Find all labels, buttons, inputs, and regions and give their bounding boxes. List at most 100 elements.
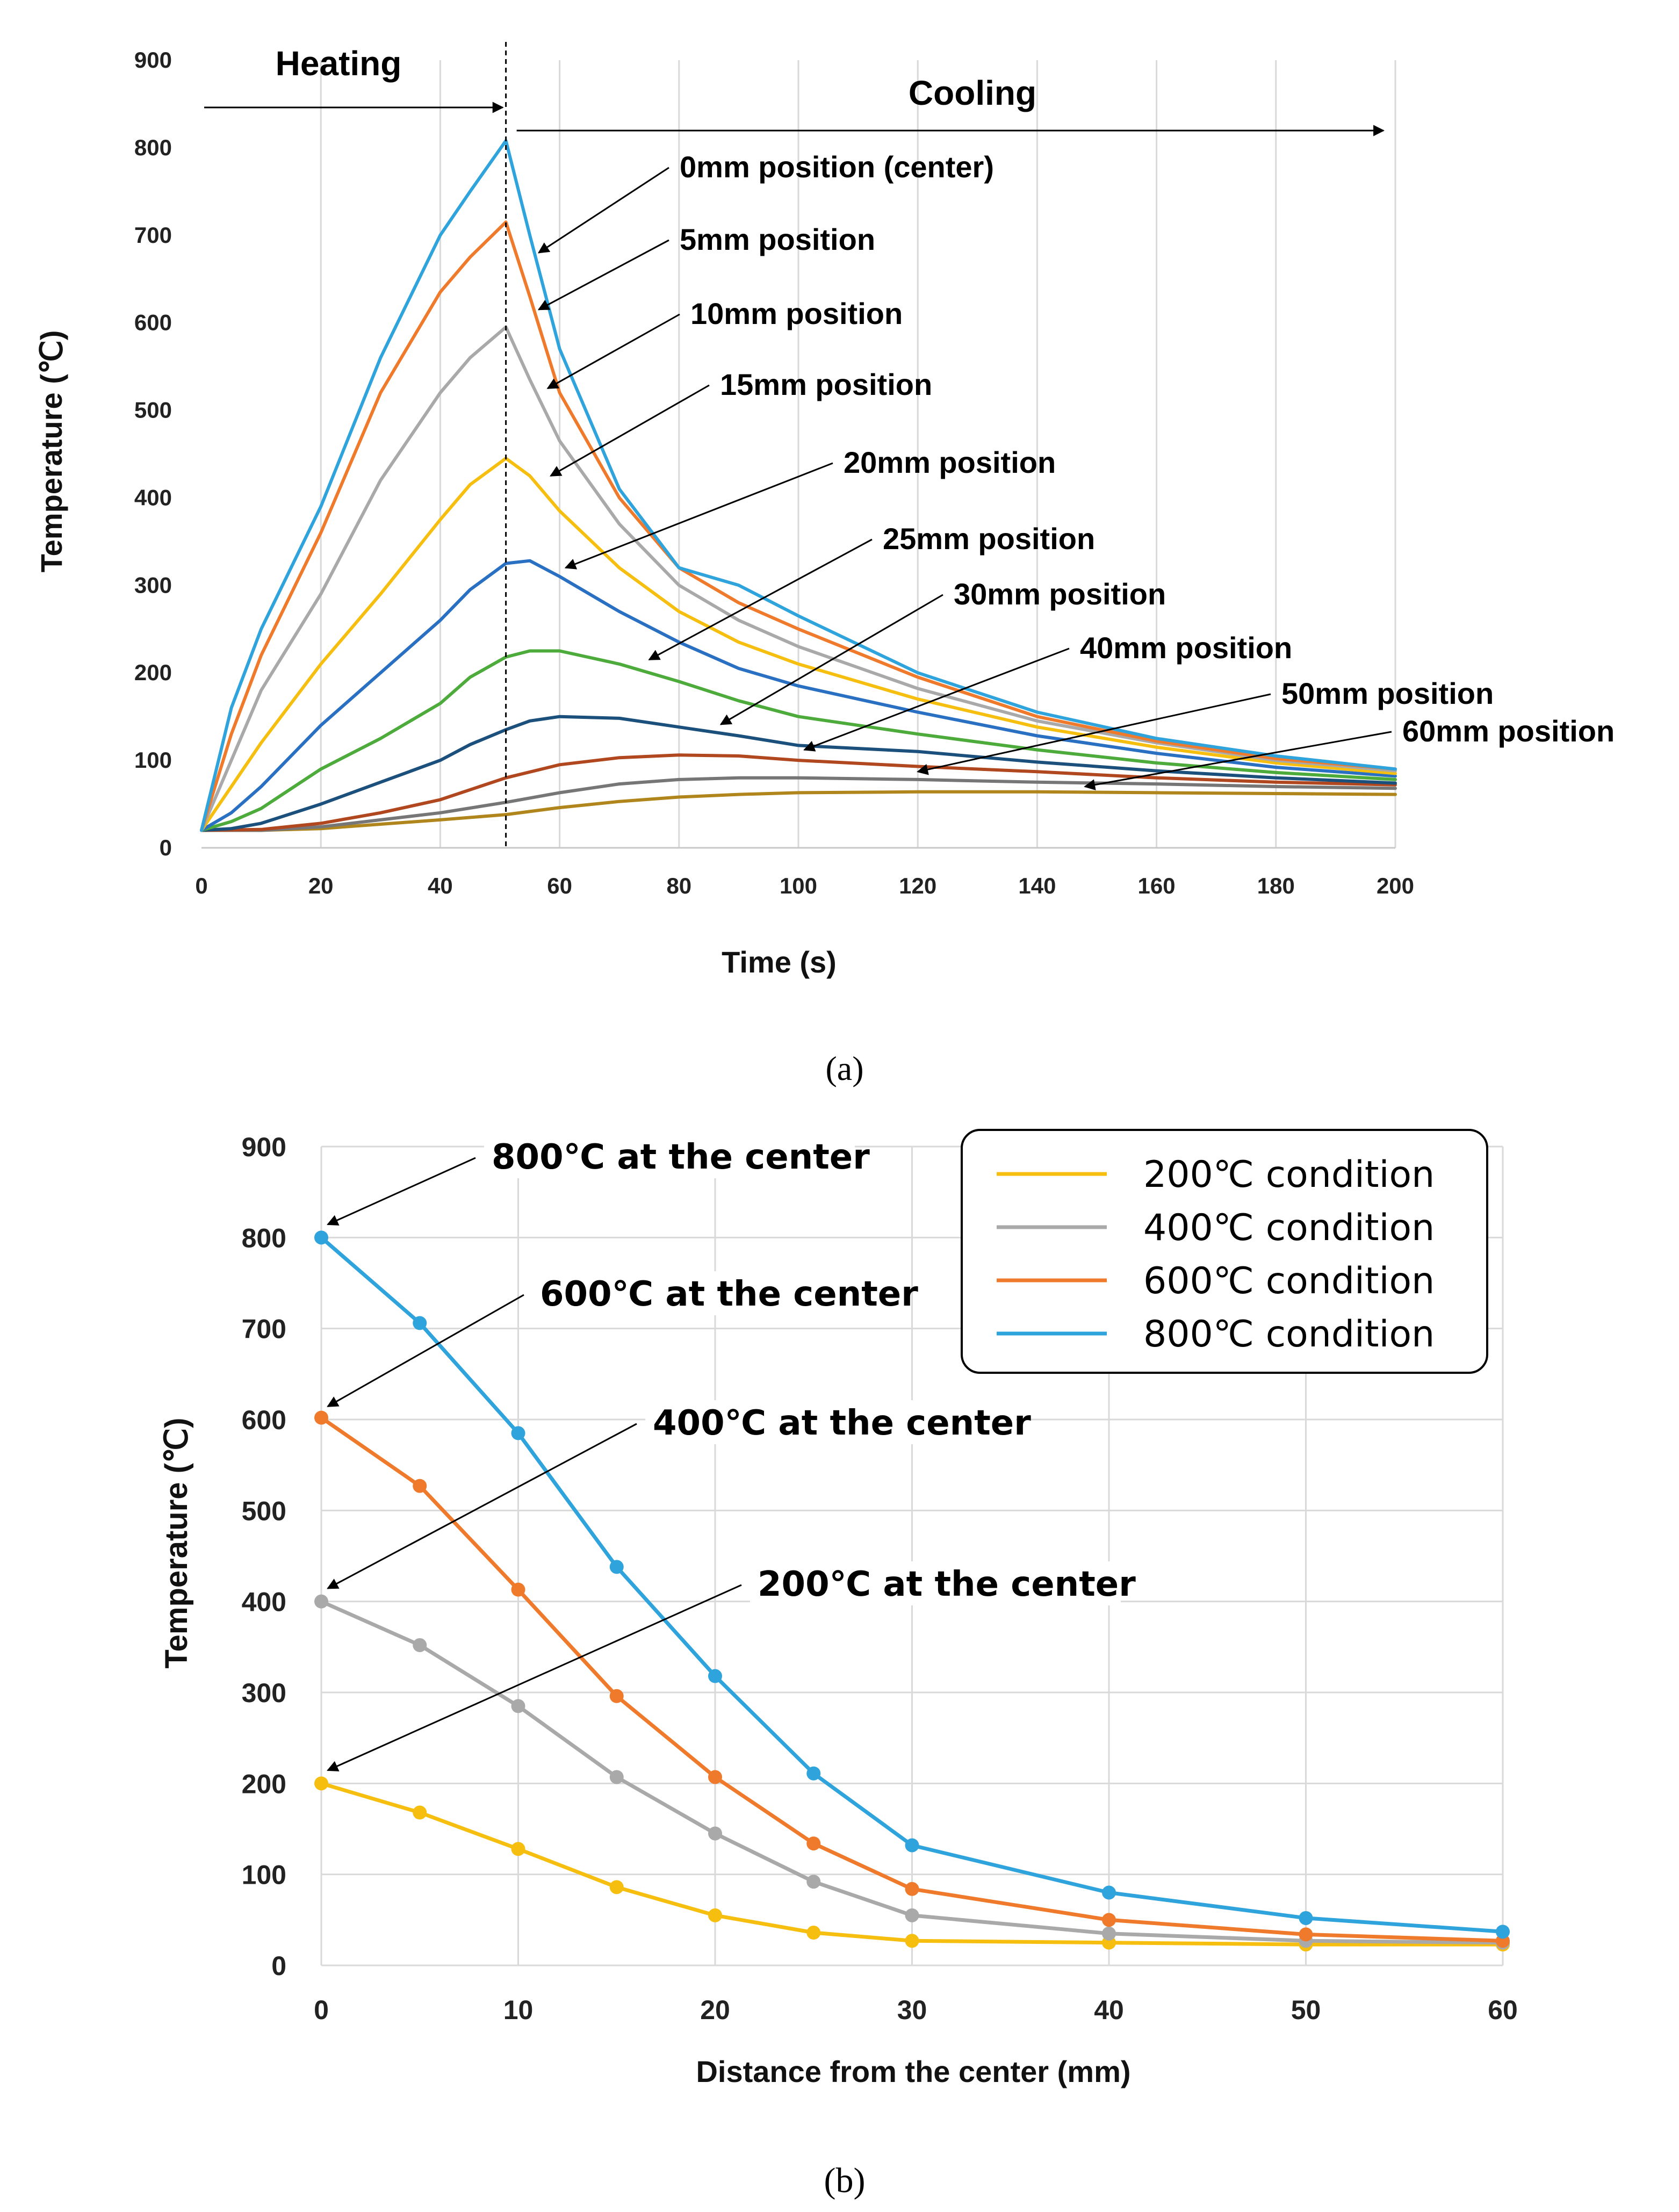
chart-b-annotation-0: 800℃ at the center	[492, 1137, 870, 1177]
chart-b-point-800-condition-20	[708, 1669, 722, 1683]
chart-b-point-600-condition-40	[1102, 1913, 1116, 1927]
chart-a-annotation-15mm-position: 15mm position	[720, 368, 932, 401]
chart-b-point-400-condition-30	[905, 1908, 919, 1922]
chart-b-annotation-1: 600℃ at the center	[540, 1274, 918, 1314]
chart-a-annotation-10mm-position: 10mm position	[690, 297, 903, 330]
chart-b-annotation-bg-0	[484, 1134, 855, 1178]
chart-b-x-tick-30: 30	[897, 1995, 927, 2025]
chart-b-series-600-condition	[320, 1416, 1503, 1943]
chart-a-annotation-arrow-10mm-position	[546, 313, 680, 390]
chart-a-heating-label: Heating	[276, 44, 402, 83]
chart-b-y-tick-labels: 0 100 200 300 400 500 600 700 800 900	[242, 1132, 286, 1981]
chart-b-x-tick-labels: 0 10 20 30 40 50 60	[314, 1995, 1518, 2025]
chart-b-point-400-condition-25	[806, 1875, 821, 1889]
chart-a-annotation-arrow-60mm-position	[1084, 731, 1392, 790]
chart-b-y-tick-200: 200	[242, 1769, 286, 1799]
chart-b-annotation-arrow-3	[327, 1584, 742, 1771]
chart-b-legend-label-600-condition: 600℃ condition	[1143, 1260, 1435, 1302]
chart-a-y-tick-100: 100	[134, 747, 172, 773]
chart-b-point-200-condition-15	[609, 1880, 624, 1894]
chart-b-point-600-condition-30	[905, 1882, 919, 1896]
chart-b-gridlines	[320, 1145, 1504, 1966]
chart-a-series-25mm-position	[200, 649, 1397, 832]
chart-a-annotation-20mm-position: 20mm position	[844, 445, 1056, 479]
chart-a-caption: (a)	[825, 1049, 863, 1087]
chart-b-annotation-bg-2	[645, 1400, 1016, 1444]
chart-a-x-tick-60: 60	[547, 873, 572, 898]
chart-b-point-600-condition-0	[314, 1410, 328, 1425]
chart-b-annotation-arrow-0	[327, 1157, 476, 1226]
chart-a-series-30mm-position	[200, 715, 1397, 832]
chart-b-y-tick-700: 700	[242, 1314, 286, 1344]
chart-a-x-tick-20: 20	[308, 873, 334, 898]
chart-a-y-tick-500: 500	[134, 398, 172, 423]
chart-a-annotation-50mm-position: 50mm position	[1281, 676, 1494, 710]
chart-b-point-800-condition-60	[1496, 1925, 1510, 1939]
chart-a-y-tick-300: 300	[134, 572, 172, 597]
chart-a-annotation-arrow-25mm-position	[648, 538, 873, 661]
chart-b-point-800-condition-25	[806, 1766, 821, 1781]
chart-b-point-800-condition-10	[511, 1426, 525, 1440]
chart-a-annotation-arrow-30mm-position	[719, 594, 943, 725]
chart-a: 0 100 200 300 400 500 600 700 800 900 0 20 40 60 80 10…	[34, 42, 1615, 1087]
chart-b-legend-label-800-condition: 800℃ condition	[1143, 1313, 1435, 1356]
chart-b-y-tick-400: 400	[242, 1587, 286, 1617]
chart-b-point-600-condition-15	[609, 1689, 624, 1703]
chart-b-point-400-condition-5	[413, 1638, 427, 1652]
chart-b-annotation-bg-1	[532, 1271, 903, 1315]
chart-a-series-5mm-position	[200, 220, 1397, 832]
chart-a-series-0mm-position-center	[200, 139, 1397, 832]
chart-b-point-800-condition-15	[609, 1560, 624, 1574]
chart-a-series-50mm-position	[200, 776, 1397, 832]
chart-a-gridlines	[320, 60, 1396, 848]
chart-a-x-tick-80: 80	[666, 873, 691, 898]
chart-a-x-tick-200: 200	[1377, 873, 1414, 898]
chart-a-x-tick-100: 100	[780, 873, 817, 898]
chart-b-legend-label-200-condition: 200℃ condition	[1143, 1154, 1435, 1196]
chart-b-point-800-condition-30	[905, 1838, 919, 1853]
chart-a-y-tick-600: 600	[134, 310, 172, 335]
chart-a-annotation-arrow-0mm-position-center	[537, 167, 669, 254]
chart-a-x-tick-120: 120	[899, 873, 936, 898]
chart-b-y-tick-800: 800	[242, 1223, 286, 1253]
chart-b-legend-label-400-condition: 400℃ condition	[1143, 1207, 1435, 1249]
chart-b-legend: 200℃ condition 400℃ condition 600℃ conditi…	[961, 1129, 1488, 1374]
chart-a-cooling-label: Cooling	[909, 74, 1036, 112]
chart-a-x-tick-140: 140	[1018, 873, 1056, 898]
chart-b-legend-box	[961, 1129, 1488, 1374]
chart-a-y-tick-200: 200	[134, 660, 172, 685]
chart-b-x-tick-40: 40	[1094, 1995, 1124, 2025]
chart-a-y-tick-400: 400	[134, 485, 172, 510]
chart-a-series-10mm-position	[200, 325, 1397, 832]
chart-a-x-tick-160: 160	[1138, 873, 1176, 898]
chart-a-annotation-30mm-position: 30mm position	[954, 577, 1166, 611]
chart-b-series-400-condition	[320, 1599, 1503, 1945]
chart-b-y-tick-500: 500	[242, 1496, 286, 1526]
chart-a-annotation-25mm-position: 25mm position	[883, 522, 1095, 556]
chart-b-point-800-condition-50	[1299, 1911, 1313, 1925]
chart-b-point-200-condition-5	[413, 1805, 427, 1820]
chart-a-x-tick-labels: 0 20 40 60 80 100 120 140 160 180 200	[195, 873, 1414, 898]
chart-b-annotation-bg-3	[750, 1561, 1121, 1605]
chart-a-y-tick-labels: 0 100 200 300 400 500 600 700 800 900	[134, 47, 172, 860]
chart-b-annotation-3: 200℃ at the center	[758, 1565, 1136, 1604]
chart-a-series-40mm-position	[200, 753, 1397, 832]
chart-b-point-600-condition-10	[511, 1582, 525, 1597]
chart-a-annotation-60mm-position: 60mm position	[1402, 714, 1615, 748]
chart-b-point-400-condition-20	[708, 1826, 722, 1841]
chart-b-point-200-condition-10	[511, 1842, 525, 1856]
chart-b-series-200-condition	[321, 1781, 1503, 1947]
chart-b-point-400-condition-0	[314, 1594, 328, 1609]
chart-b-point-200-condition-30	[905, 1934, 919, 1948]
chart-b-y-tick-900: 900	[242, 1132, 286, 1162]
chart-b-y-tick-0: 0	[271, 1951, 286, 1981]
chart-b-center-annotations: 800℃ at the center 600℃ at the center 400℃…	[327, 1134, 1136, 1771]
chart-b-point-200-condition-0	[314, 1776, 328, 1791]
chart-a-annotation-arrow-20mm-position	[564, 462, 833, 570]
chart-b: 0 100 200 300 400 500 600 700 800 900 0 10 20 30 40 50…	[159, 1129, 1518, 2200]
chart-a-y-axis-title: Temperature (℃)	[34, 330, 68, 573]
chart-b-annotation-2: 400℃ at the center	[653, 1403, 1031, 1443]
chart-b-legend-items: 200℃ condition 400℃ condition 600℃ conditi…	[997, 1154, 1435, 1356]
chart-b-point-200-condition-25	[806, 1926, 821, 1940]
